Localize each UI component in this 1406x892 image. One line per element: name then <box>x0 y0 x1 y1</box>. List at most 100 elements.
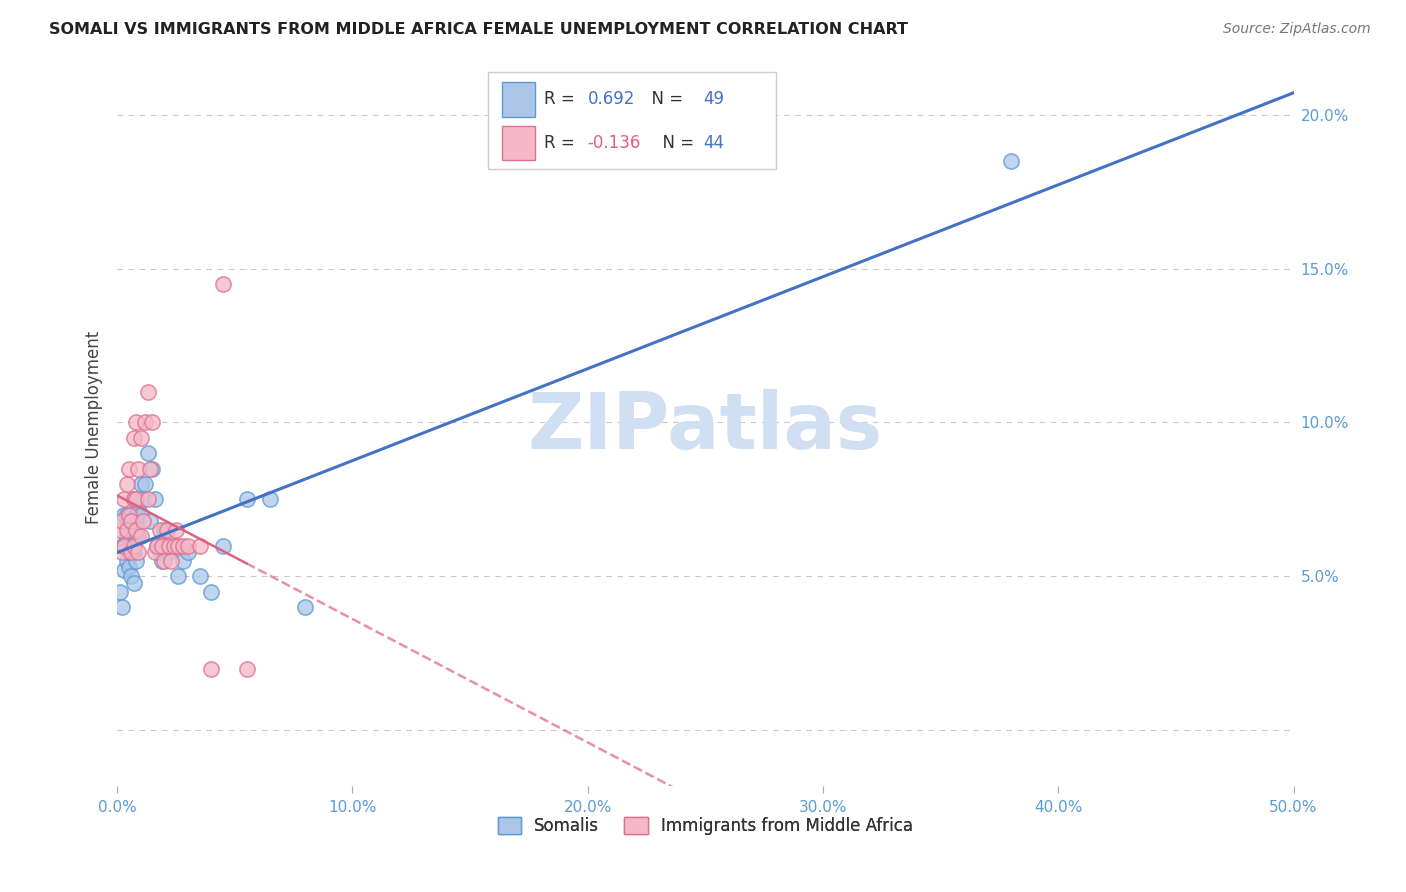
Point <box>167 569 190 583</box>
Y-axis label: Female Unemployment: Female Unemployment <box>86 330 103 524</box>
Legend: Somalis, Immigrants from Middle Africa: Somalis, Immigrants from Middle Africa <box>491 810 920 842</box>
Point <box>118 514 141 528</box>
Point <box>120 508 142 522</box>
Point <box>122 431 145 445</box>
Text: R =: R = <box>544 134 581 153</box>
Point <box>132 492 155 507</box>
Point <box>112 539 135 553</box>
Point <box>127 529 149 543</box>
Point <box>155 539 177 553</box>
Text: 49: 49 <box>703 90 724 108</box>
Point <box>136 384 159 399</box>
Point <box>127 461 149 475</box>
Point <box>212 277 235 291</box>
Point <box>115 508 138 522</box>
Point <box>118 545 141 559</box>
Point <box>146 539 169 553</box>
Point <box>129 529 152 543</box>
Point <box>125 416 148 430</box>
Text: R =: R = <box>544 90 581 108</box>
Point <box>188 569 211 583</box>
Point <box>157 545 180 559</box>
Point <box>163 539 186 553</box>
Point <box>122 575 145 590</box>
Point <box>115 529 138 543</box>
Point <box>118 508 141 522</box>
Point <box>200 662 222 676</box>
Text: Source: ZipAtlas.com: Source: ZipAtlas.com <box>1223 22 1371 37</box>
Text: N =: N = <box>652 134 700 153</box>
Point <box>200 584 222 599</box>
Text: SOMALI VS IMMIGRANTS FROM MIDDLE AFRICA FEMALE UNEMPLOYMENT CORRELATION CHART: SOMALI VS IMMIGRANTS FROM MIDDLE AFRICA … <box>49 22 908 37</box>
Point <box>150 539 173 553</box>
Point <box>163 539 186 553</box>
Point <box>125 523 148 537</box>
Point <box>125 554 148 568</box>
Point <box>259 492 281 507</box>
FancyBboxPatch shape <box>488 72 776 169</box>
Point <box>108 584 131 599</box>
Point <box>155 523 177 537</box>
Point <box>150 554 173 568</box>
Point <box>157 539 180 553</box>
Point <box>148 545 170 559</box>
Point <box>112 508 135 522</box>
Point <box>118 461 141 475</box>
Point <box>115 477 138 491</box>
Point <box>120 545 142 559</box>
Point <box>111 600 134 615</box>
Point <box>143 545 166 559</box>
Point <box>141 461 163 475</box>
Point <box>143 492 166 507</box>
Point <box>235 662 257 676</box>
Point <box>235 492 257 507</box>
Text: -0.136: -0.136 <box>588 134 641 153</box>
Text: N =: N = <box>641 90 688 108</box>
Point <box>122 539 145 553</box>
Point <box>177 539 200 553</box>
Point <box>111 514 134 528</box>
Point <box>139 461 162 475</box>
Point <box>165 523 187 537</box>
Point <box>120 514 142 528</box>
Point <box>129 508 152 522</box>
FancyBboxPatch shape <box>502 82 534 117</box>
Text: 0.692: 0.692 <box>588 90 636 108</box>
Point <box>172 554 194 568</box>
Point <box>294 600 316 615</box>
Point <box>127 501 149 516</box>
Point <box>115 523 138 537</box>
Point <box>122 492 145 507</box>
Point <box>118 560 141 574</box>
Point <box>129 431 152 445</box>
Point <box>148 523 170 537</box>
Point <box>177 545 200 559</box>
Point <box>136 492 159 507</box>
FancyBboxPatch shape <box>502 126 534 161</box>
Point <box>129 477 152 491</box>
Point <box>125 533 148 547</box>
Point <box>132 514 155 528</box>
Point <box>153 554 176 568</box>
Point <box>122 545 145 559</box>
Text: 44: 44 <box>703 134 724 153</box>
Point <box>111 539 134 553</box>
Point <box>120 569 142 583</box>
Point <box>127 545 149 559</box>
Point <box>112 492 135 507</box>
Point <box>120 539 142 553</box>
Point <box>141 416 163 430</box>
Point <box>122 523 145 537</box>
Point <box>153 523 176 537</box>
Point <box>115 554 138 568</box>
Point <box>112 563 135 577</box>
Point <box>212 539 235 553</box>
Point <box>188 539 211 553</box>
Text: ZIPatlas: ZIPatlas <box>527 389 883 465</box>
Point <box>108 523 131 537</box>
Point <box>172 539 194 553</box>
Point <box>134 416 156 430</box>
Point <box>125 492 148 507</box>
Point <box>1000 153 1022 168</box>
Point <box>167 539 190 553</box>
